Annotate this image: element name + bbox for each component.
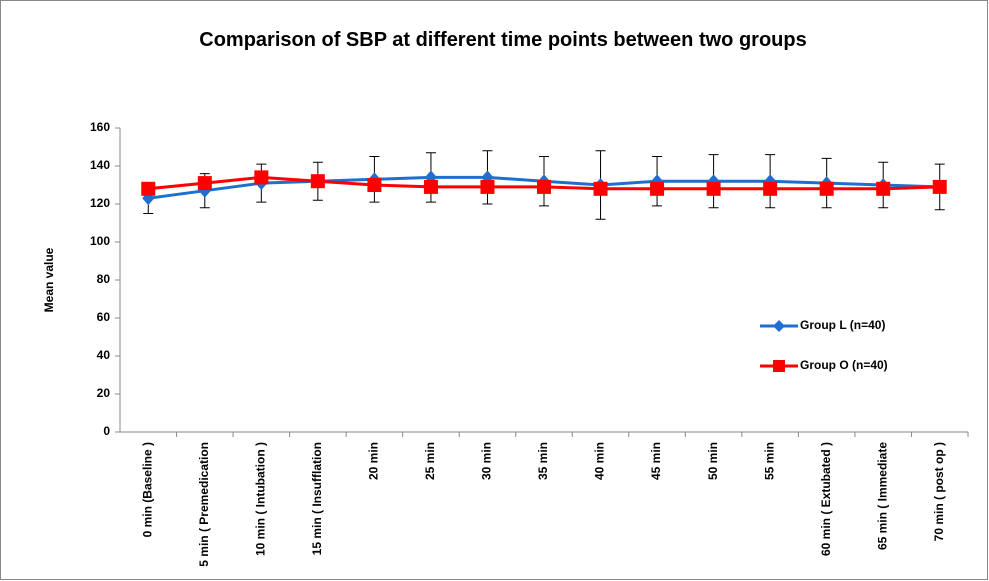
- marker: [197, 176, 212, 191]
- y-axis-label: Mean value: [42, 247, 56, 312]
- x-tick-label: 30 min: [480, 442, 494, 480]
- x-tick-label: 25 min: [423, 442, 437, 480]
- marker: [763, 181, 778, 196]
- legend-label: Group O (n=40): [800, 358, 888, 372]
- y-tick-label: 40: [97, 348, 111, 362]
- x-tick-label: 65 min ( Immediate: [875, 442, 889, 550]
- marker: [537, 179, 551, 194]
- y-tick-label: 120: [90, 196, 110, 210]
- y-tick-label: 60: [97, 310, 111, 324]
- legend-label: Group L (n=40): [800, 318, 885, 332]
- x-tick-label: 0 min (Baseline ): [140, 442, 154, 537]
- x-tick-label: 45 min: [649, 442, 663, 480]
- marker: [367, 178, 382, 192]
- y-tick-label: 80: [97, 272, 111, 286]
- y-tick-label: 100: [90, 234, 110, 248]
- x-tick-label: 15 min ( Insufflation: [310, 442, 324, 555]
- y-tick-label: 20: [97, 386, 111, 400]
- marker: [593, 181, 608, 196]
- legend-marker: [773, 320, 785, 332]
- x-tick-label: 5 min ( Premedication: [197, 442, 211, 567]
- x-tick-label: 20 min: [367, 442, 381, 480]
- legend-marker: [773, 360, 785, 372]
- marker: [819, 181, 834, 196]
- marker: [141, 181, 156, 196]
- x-tick-label: 35 min: [536, 442, 550, 480]
- x-tick-label: 60 min ( Extubated ): [819, 442, 833, 556]
- marker: [480, 179, 495, 194]
- x-tick-label: 10 min ( Intubation ): [254, 442, 268, 556]
- y-tick-label: 140: [90, 158, 110, 172]
- marker: [254, 170, 269, 185]
- chart-title: Comparison of SBP at different time poin…: [199, 29, 806, 51]
- marker: [876, 181, 891, 196]
- y-tick-label: 160: [90, 120, 110, 134]
- x-tick-label: 70 min ( post op ): [932, 442, 946, 541]
- marker: [932, 179, 947, 194]
- x-tick-label: 40 min: [593, 442, 607, 480]
- marker: [310, 174, 325, 189]
- marker: [423, 179, 438, 194]
- marker: [650, 181, 665, 196]
- x-tick-label: 55 min: [762, 442, 776, 480]
- marker: [706, 181, 721, 196]
- y-tick-label: 0: [103, 424, 110, 438]
- x-tick-label: 50 min: [706, 442, 720, 480]
